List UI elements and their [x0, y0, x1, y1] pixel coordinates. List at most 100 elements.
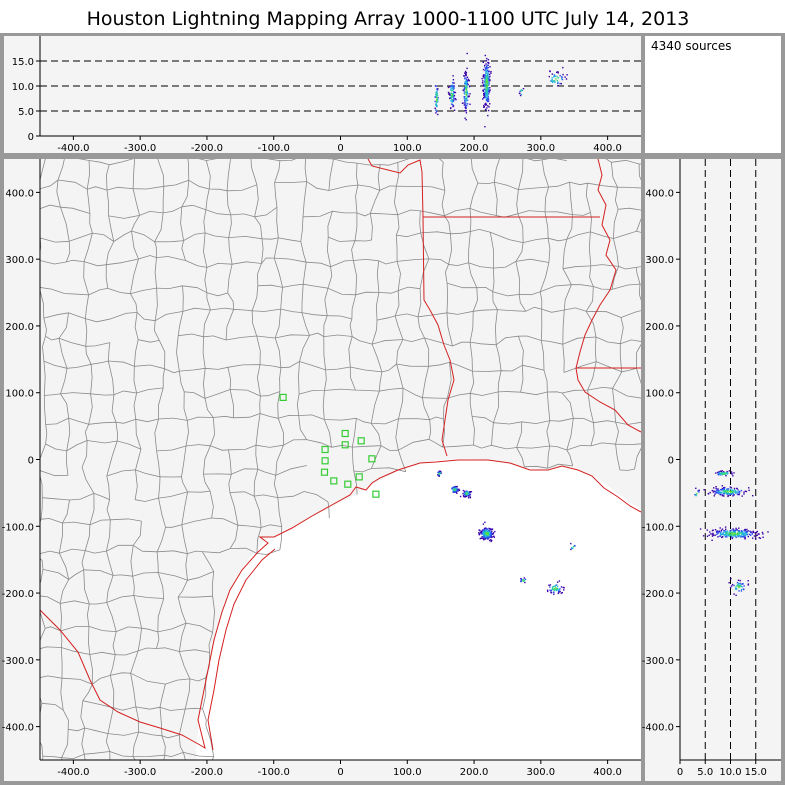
- altitude-source-point: [465, 80, 467, 82]
- ns-source-point: [741, 583, 743, 585]
- altitude-source-point: [452, 94, 454, 97]
- ns-source-point: [714, 493, 716, 495]
- altitude-source-point: [487, 100, 489, 103]
- altitude-source-point: [488, 90, 491, 92]
- altitude-source-point: [465, 83, 468, 85]
- altitude-source-point: [449, 97, 451, 100]
- ns-source-point: [739, 531, 741, 534]
- ns-source-point: [735, 492, 737, 494]
- plan-source-point: [490, 536, 492, 539]
- plan-source-point: [469, 493, 471, 495]
- altitude-source-point: [468, 96, 470, 98]
- altitude-source-point: [485, 63, 487, 65]
- plan-source-point: [553, 587, 556, 590]
- plan-source-point: [481, 529, 484, 531]
- plan-source-point: [558, 591, 560, 594]
- altitude-source-point: [448, 93, 450, 95]
- ns-source-point: [723, 491, 725, 493]
- ns-source-point: [726, 492, 728, 495]
- ns-source-point: [752, 531, 755, 534]
- altitude-source-point: [452, 105, 455, 107]
- plan-source-point: [570, 542, 572, 545]
- plan-source-point: [452, 490, 454, 492]
- plan-source-point: [552, 585, 554, 588]
- ns-x-tick-label: 15.0: [745, 767, 767, 778]
- ns-source-point: [733, 472, 735, 474]
- altitude-source-point: [554, 75, 556, 77]
- altitude-source-point: [484, 86, 486, 88]
- altitude-source-point: [453, 96, 455, 98]
- ns-source-point: [733, 489, 735, 491]
- ns-source-point: [742, 534, 745, 536]
- altitude-source-point: [485, 82, 487, 85]
- ns-source-point: [723, 530, 725, 532]
- plan-source-point: [486, 534, 488, 537]
- lma-station-marker: [357, 437, 365, 445]
- ns-source-point: [741, 536, 744, 538]
- ns-source-point: [734, 530, 737, 533]
- altitude-source-point: [452, 104, 454, 106]
- altitude-source-point: [490, 72, 492, 74]
- altitude-source-point: [483, 104, 485, 107]
- altitude-source-point: [453, 86, 455, 88]
- altitude-source-point: [435, 103, 437, 106]
- altitude-source-point: [450, 103, 453, 105]
- altitude-source-point: [482, 68, 485, 71]
- ns-source-point: [721, 491, 723, 493]
- altitude-source-point: [467, 83, 469, 86]
- altitude-source-point: [482, 75, 485, 78]
- ns-source-point: [717, 532, 719, 535]
- ns-source-point: [726, 470, 728, 473]
- ns-source-point: [724, 533, 726, 536]
- altitude-source-point: [451, 100, 453, 102]
- plan-source-point: [522, 580, 524, 582]
- ns-source-point: [717, 536, 719, 538]
- altitude-source-point: [464, 98, 467, 100]
- altitude-source-point: [452, 89, 454, 92]
- ns-source-point: [715, 472, 717, 474]
- ns-source-point: [736, 588, 738, 590]
- ns-source-point: [745, 534, 747, 536]
- ns-source-point: [731, 537, 733, 540]
- ns-source-point: [697, 490, 699, 492]
- altitude-source-point: [435, 93, 437, 96]
- altitude-source-point: [453, 85, 455, 87]
- altitude-source-point: [452, 87, 454, 89]
- altitude-source-point: [484, 84, 486, 86]
- barrier-island: [207, 548, 276, 751]
- plan-source-point: [572, 545, 575, 548]
- plan-source-point: [563, 589, 565, 591]
- ns-source-point: [729, 532, 731, 535]
- altitude-source-point: [452, 81, 454, 84]
- ns-y-tick-label: -100.0: [642, 522, 674, 533]
- plan-source-point: [553, 593, 555, 595]
- altitude-x-tick-label: 100.0: [393, 143, 422, 154]
- ns-source-point: [722, 487, 725, 490]
- ns-altitude-panel: [645, 159, 781, 781]
- ns-source-point: [734, 535, 736, 537]
- altitude-source-point: [466, 80, 469, 83]
- altitude-source-point: [449, 86, 451, 88]
- altitude-source-point: [465, 107, 467, 110]
- altitude-source-point: [464, 81, 466, 83]
- ns-source-point: [731, 473, 733, 475]
- altitude-source-point: [485, 78, 488, 80]
- ns-source-point: [723, 489, 725, 491]
- plan-source-point: [485, 529, 487, 531]
- plan-x-tick-label: -400.0: [57, 767, 89, 778]
- altitude-source-point: [464, 72, 466, 74]
- plan-source-point: [455, 491, 458, 493]
- altitude-source-point: [465, 80, 467, 83]
- altitude-source-point: [487, 105, 489, 107]
- altitude-source-point: [489, 103, 491, 105]
- plan-source-point: [452, 487, 454, 490]
- ns-source-point: [714, 534, 716, 536]
- ns-source-point: [718, 471, 720, 473]
- altitude-source-point: [453, 95, 456, 97]
- ns-source-point: [722, 472, 724, 474]
- ns-source-point: [724, 486, 726, 489]
- ns-source-point: [723, 490, 725, 492]
- altitude-source-point: [555, 78, 557, 80]
- altitude-source-point: [487, 87, 490, 89]
- plan-source-point: [480, 532, 482, 534]
